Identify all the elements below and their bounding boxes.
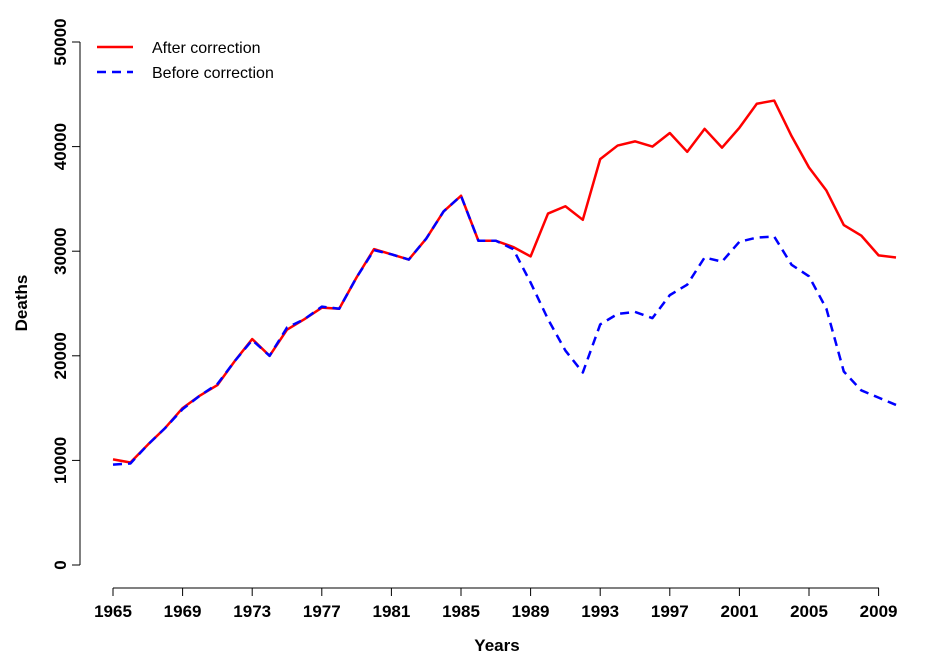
y-tick-label: 30000: [51, 228, 70, 275]
series-line: [112, 99, 897, 464]
x-tick-label: 1965: [94, 602, 132, 621]
y-tick-label: 40000: [51, 123, 70, 170]
y-tick-label: 50000: [51, 18, 70, 65]
x-tick-label: 1973: [233, 602, 271, 621]
y-tick-label: 0: [51, 560, 70, 569]
x-tick-label: 1981: [372, 602, 410, 621]
series-line: [112, 194, 897, 466]
x-tick-label: 1989: [512, 602, 550, 621]
y-tick-label: 10000: [51, 437, 70, 484]
y-tick-label: 20000: [51, 332, 70, 379]
x-tick-label: 2009: [860, 602, 898, 621]
x-tick-label: 1993: [581, 602, 619, 621]
x-tick-label: 2001: [720, 602, 758, 621]
legend-label: After correction: [152, 40, 260, 57]
legend-label: Before correction: [152, 65, 274, 82]
x-tick-label: 1977: [303, 602, 341, 621]
x-tick-label: 1985: [442, 602, 480, 621]
x-tick-label: 1997: [651, 602, 689, 621]
x-tick-label: 2005: [790, 602, 828, 621]
x-tick-label: 1969: [164, 602, 202, 621]
y-axis-label: Deaths: [12, 275, 31, 332]
x-axis-label: Years: [474, 636, 519, 655]
